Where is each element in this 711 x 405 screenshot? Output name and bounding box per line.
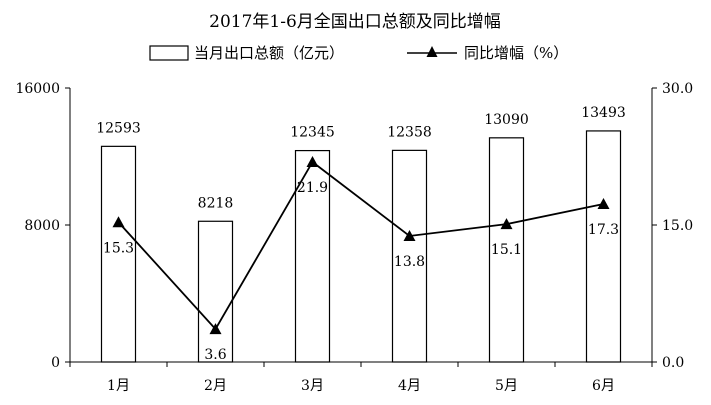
bar-value-labels: 12593 8218 12345 12358 13090 13493	[96, 105, 626, 211]
y-right-tick-label: 15.0	[662, 218, 693, 234]
bar-series	[100, 130, 622, 363]
legend-bar-label: 当月出口总额（亿元）	[194, 44, 344, 62]
bar	[100, 145, 137, 363]
x-tick-label: 2月	[204, 378, 227, 394]
legend: 当月出口总额（亿元） 同比增幅（%）	[149, 44, 568, 62]
x-tick-label: 4月	[398, 378, 421, 394]
x-tick-label: 6月	[592, 378, 615, 394]
x-tick-label: 5月	[495, 378, 518, 394]
y-left-tick-label: 8000	[24, 218, 60, 234]
bar-value-label: 13493	[581, 105, 626, 121]
line-value-labels: 15.3 3.6 21.9 13.8 15.1 17.3	[103, 180, 619, 363]
line-value-label: 13.8	[394, 254, 425, 270]
legend-bar-swatch	[149, 45, 189, 61]
legend-triangle-marker	[426, 46, 438, 57]
series-line	[117, 160, 604, 331]
x-tick-label: 1月	[107, 378, 130, 394]
triangle-marker	[209, 323, 222, 335]
legend-line-label: 同比增幅（%）	[464, 44, 568, 62]
bar	[197, 220, 234, 363]
bar-value-label: 12593	[96, 120, 141, 136]
line-value-label: 15.1	[491, 242, 522, 258]
line-value-label: 15.3	[103, 240, 134, 256]
triangle-marker	[597, 197, 610, 209]
bar-value-label: 12358	[387, 124, 432, 140]
bar	[488, 137, 525, 363]
bar	[391, 149, 428, 363]
bar-value-label: 13090	[484, 112, 529, 128]
line-series	[112, 155, 610, 335]
bar-value-label: 12345	[290, 125, 335, 141]
triangle-marker	[403, 229, 416, 241]
line-value-label: 21.9	[297, 180, 328, 196]
y-left-tick-label: 0	[51, 355, 60, 371]
line-value-label: 17.3	[588, 222, 619, 238]
y-right-tick-label: 30.0	[662, 81, 693, 97]
y-left-tick-label: 16000	[15, 81, 60, 97]
chart-title: 2017年1-6月全国出口总额及同比增幅	[209, 12, 501, 32]
axes: 0 8000 16000 0.0 15.0 30.0 1月 2月 3月 4月 5月 6月	[15, 81, 693, 394]
y-right-tick-label: 0.0	[662, 355, 684, 371]
x-tick-label: 3月	[301, 378, 324, 394]
triangle-marker	[306, 155, 319, 167]
triangle-marker	[112, 216, 125, 228]
triangle-marker	[500, 218, 513, 230]
bar	[585, 130, 622, 363]
bar	[294, 149, 331, 363]
bar-value-label: 8218	[198, 195, 234, 211]
line-value-label: 3.6	[204, 347, 226, 363]
